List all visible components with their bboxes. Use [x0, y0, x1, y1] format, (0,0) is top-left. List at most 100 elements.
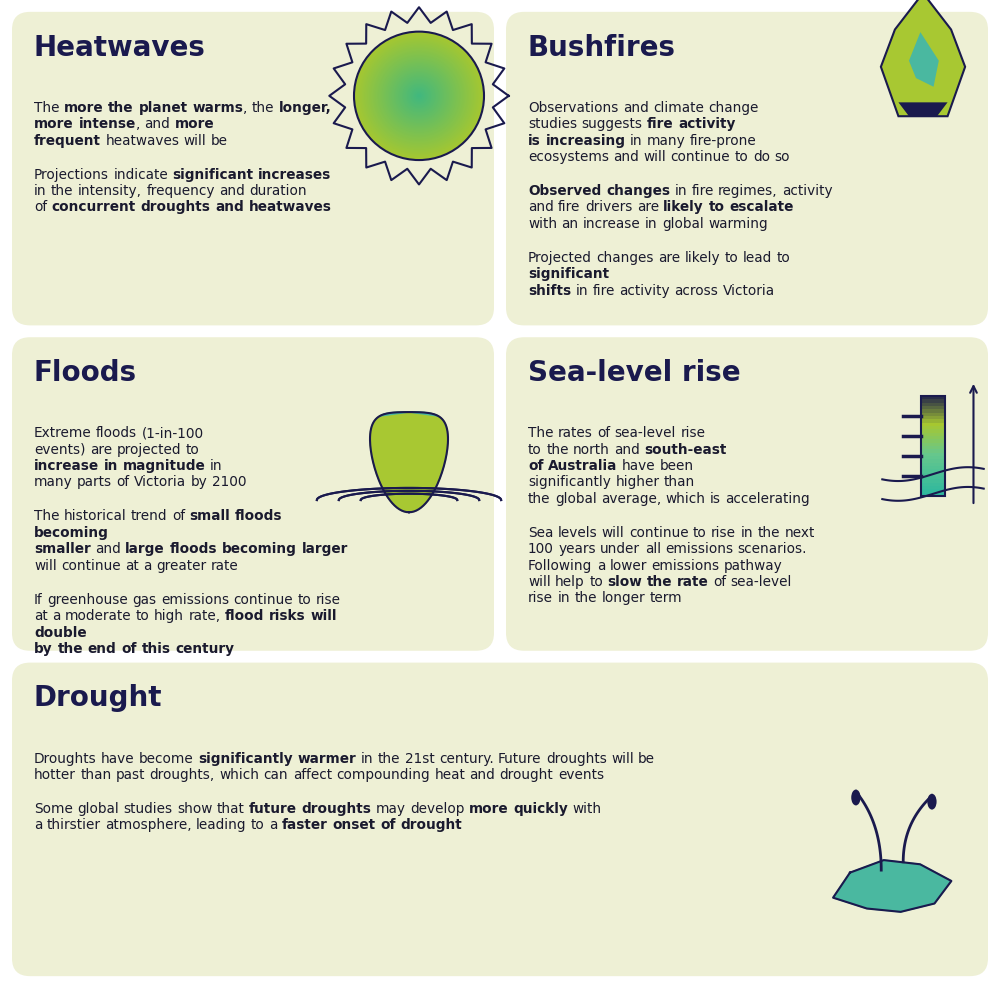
Text: increases: increases: [258, 168, 332, 182]
Text: by: by: [34, 642, 53, 656]
Text: will: will: [602, 526, 625, 539]
Circle shape: [401, 78, 437, 114]
Text: emissions: emissions: [651, 558, 719, 573]
Ellipse shape: [927, 793, 937, 809]
Circle shape: [364, 41, 474, 150]
Text: of: of: [528, 459, 544, 473]
Text: studies: studies: [528, 118, 577, 131]
Text: and: and: [470, 768, 495, 782]
Text: to: to: [251, 818, 265, 833]
Text: greenhouse: greenhouse: [47, 593, 128, 607]
Bar: [921, 462, 945, 466]
Text: to: to: [709, 201, 725, 214]
Text: rates: rates: [558, 426, 593, 441]
Text: significant: significant: [173, 168, 254, 182]
Text: droughts: droughts: [302, 802, 371, 816]
Text: a: a: [34, 818, 42, 833]
Circle shape: [366, 43, 472, 148]
Text: can: can: [264, 768, 288, 782]
Text: droughts: droughts: [546, 752, 607, 766]
Text: and: and: [623, 101, 648, 115]
Circle shape: [377, 54, 461, 137]
Text: future: future: [249, 802, 297, 816]
Text: at: at: [34, 610, 48, 623]
Bar: [921, 443, 945, 446]
Text: scenarios.: scenarios.: [738, 542, 807, 556]
Circle shape: [402, 79, 436, 113]
Text: is: is: [710, 492, 721, 506]
Text: warmer: warmer: [298, 752, 356, 766]
Circle shape: [383, 60, 455, 131]
Text: large: large: [125, 542, 165, 556]
Text: events: events: [558, 768, 604, 782]
Text: emissions: emissions: [161, 593, 229, 607]
Circle shape: [374, 51, 464, 141]
Bar: [921, 450, 945, 453]
Text: escalate: escalate: [729, 201, 794, 214]
Text: years: years: [558, 542, 596, 556]
Text: change: change: [708, 101, 759, 115]
Text: may: may: [376, 802, 406, 816]
Text: Some: Some: [34, 802, 73, 816]
Text: in: in: [361, 752, 373, 766]
Text: Sea-level rise: Sea-level rise: [528, 359, 741, 387]
Text: in: in: [576, 284, 588, 297]
Text: fire: fire: [647, 118, 674, 131]
Text: many: many: [34, 475, 73, 489]
Text: climate: climate: [653, 101, 704, 115]
Circle shape: [369, 46, 469, 145]
Circle shape: [400, 77, 438, 116]
Text: floods: floods: [235, 510, 282, 524]
Text: the: the: [528, 492, 550, 506]
Text: increase: increase: [34, 459, 99, 473]
Text: be: be: [638, 752, 655, 766]
Text: this: this: [141, 642, 170, 656]
Text: 2100: 2100: [212, 475, 246, 489]
Circle shape: [354, 32, 484, 160]
Text: across: across: [674, 284, 718, 297]
Text: Observed: Observed: [528, 184, 601, 199]
Text: thirstier: thirstier: [47, 818, 101, 833]
Text: the: the: [108, 101, 134, 115]
Text: rise: rise: [680, 426, 705, 441]
Text: studies: studies: [123, 802, 173, 816]
Text: frequent: frequent: [34, 133, 101, 147]
Text: significantly: significantly: [198, 752, 293, 766]
Bar: [921, 416, 945, 419]
Circle shape: [413, 89, 426, 103]
Text: show: show: [177, 802, 212, 816]
Text: and: and: [528, 201, 554, 214]
Text: in: in: [645, 217, 658, 231]
Circle shape: [394, 71, 444, 121]
Text: likely: likely: [663, 201, 704, 214]
Text: rise: rise: [315, 593, 340, 607]
Text: ,: ,: [243, 101, 248, 115]
Circle shape: [370, 47, 468, 144]
Circle shape: [414, 91, 424, 101]
Text: ecosystems: ecosystems: [528, 150, 609, 164]
Text: increase: increase: [583, 217, 641, 231]
Text: of: of: [713, 575, 726, 589]
Text: and: and: [613, 150, 639, 164]
Text: significantly: significantly: [528, 475, 611, 489]
Text: sea-level: sea-level: [615, 426, 676, 441]
Circle shape: [368, 45, 470, 146]
Text: compounding: compounding: [336, 768, 430, 782]
Polygon shape: [898, 103, 948, 117]
Text: under: under: [600, 542, 640, 556]
Circle shape: [416, 93, 422, 99]
Text: that: that: [217, 802, 244, 816]
Bar: [921, 493, 945, 496]
Text: and: and: [144, 118, 170, 131]
Text: onset: onset: [332, 818, 376, 833]
Text: rise: rise: [711, 526, 736, 539]
Circle shape: [410, 87, 428, 105]
Text: north: north: [573, 443, 610, 456]
Text: heatwaves: heatwaves: [105, 133, 179, 147]
Text: regimes,: regimes,: [718, 184, 778, 199]
Bar: [921, 436, 945, 440]
Text: slow: slow: [607, 575, 642, 589]
Text: fire: fire: [592, 284, 615, 297]
Text: risks: risks: [269, 610, 306, 623]
Circle shape: [357, 35, 481, 157]
